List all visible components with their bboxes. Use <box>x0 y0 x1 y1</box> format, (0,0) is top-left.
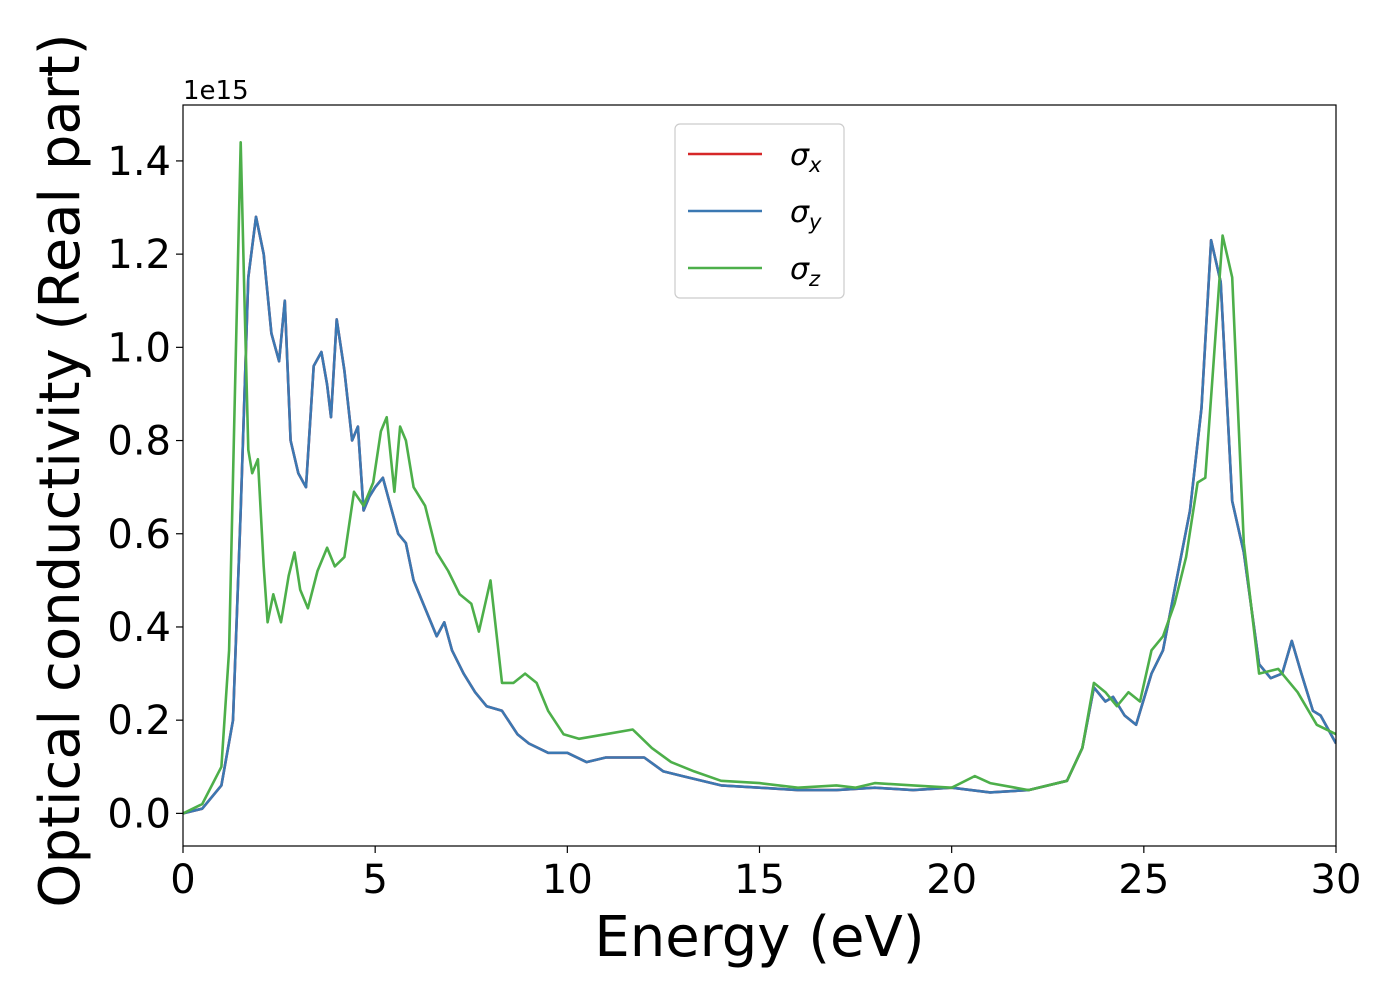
y-axis-label: Optical conductivity (Real part) <box>28 33 93 907</box>
legend-label-x: σx <box>790 138 822 177</box>
legend-label-y: σy <box>790 195 822 234</box>
series-layer <box>183 141 1336 815</box>
x-tick-label: 25 <box>1118 857 1169 903</box>
x-tick-label: 20 <box>926 857 977 903</box>
x-tick-label: 10 <box>542 857 593 903</box>
x-tick-label: 5 <box>362 857 387 903</box>
y-axis-offset-label: 1e15 <box>183 76 249 106</box>
y-tick-label: 1.4 <box>107 139 171 185</box>
series-line-z <box>183 141 1336 815</box>
x-axis-label: Energy (eV) <box>594 905 924 970</box>
x-tick-label: 0 <box>170 857 195 903</box>
y-axis: 0.0 0.2 0.4 0.6 0.8 1.0 1.2 1.4 <box>107 139 183 837</box>
legend: σx σy σz <box>674 123 845 299</box>
y-tick-label: 0.8 <box>107 419 171 465</box>
x-tick-label: 30 <box>1311 857 1362 903</box>
y-tick-label: 0.0 <box>107 791 171 837</box>
y-tick-label: 0.2 <box>107 698 171 744</box>
x-axis: 0 5 10 15 20 25 30 <box>170 846 1361 903</box>
y-tick-label: 1.0 <box>107 325 171 371</box>
y-tick-label: 0.6 <box>107 512 171 558</box>
x-tick-label: 15 <box>734 857 785 903</box>
series-line-y <box>183 215 1336 815</box>
y-tick-label: 0.4 <box>107 605 171 651</box>
y-tick-label: 1.2 <box>107 232 171 278</box>
legend-label-z: σz <box>790 252 821 291</box>
